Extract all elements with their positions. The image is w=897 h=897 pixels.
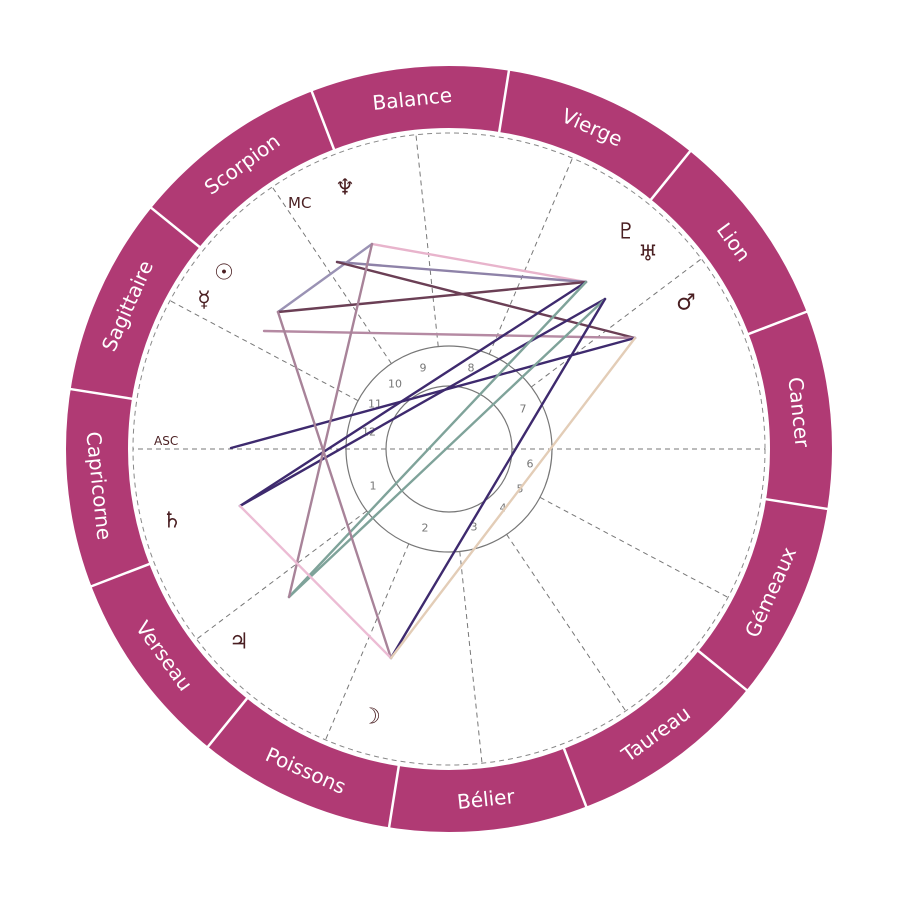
house-cusp-4 xyxy=(415,134,439,347)
sign-divider xyxy=(69,387,134,401)
aspect-line xyxy=(229,336,637,450)
house-cusp-8 xyxy=(539,496,729,598)
moon-icon: ☽ xyxy=(361,705,381,730)
sign-divider xyxy=(310,90,336,151)
aspect-line xyxy=(287,280,588,599)
sign-divider xyxy=(764,497,829,511)
sign-divider xyxy=(206,696,249,749)
asc-label: ASC xyxy=(154,434,178,448)
house-cusp-3 xyxy=(271,186,392,364)
zodiac-ring: BalanceViergeLionCancerGémeauxTaureauBél… xyxy=(66,66,832,832)
pluto-alt-icon: ♇ xyxy=(616,220,636,245)
aspect-line xyxy=(335,260,637,340)
house-inner-circle xyxy=(385,385,513,513)
aspect-lines xyxy=(229,242,637,660)
aspect-line xyxy=(238,280,588,508)
mars-icon: ♂ xyxy=(676,291,696,316)
aspect-line xyxy=(389,336,637,660)
neptune-icon: ♆ xyxy=(335,176,355,201)
house-cusp-2 xyxy=(169,300,359,402)
angle-labels: ASC MC xyxy=(154,194,311,448)
sign-divider xyxy=(90,562,151,588)
aspect-line xyxy=(389,297,607,660)
aspect-line xyxy=(238,297,607,508)
house-cusp-12 xyxy=(196,510,368,640)
house-number-6: 6 xyxy=(527,458,534,471)
sign-divider xyxy=(562,747,588,808)
house-number-7: 7 xyxy=(520,403,527,416)
house-cusp-9 xyxy=(506,534,627,712)
sign-divider xyxy=(649,149,692,202)
sign-divider xyxy=(149,206,202,249)
jupiter-icon: ♃ xyxy=(229,630,249,655)
uranus-icon: ♅ xyxy=(638,242,658,267)
house-cusp-10 xyxy=(459,551,483,764)
aspect-line xyxy=(238,504,393,660)
aspect-line xyxy=(335,260,588,284)
planet-glyphs: ☉☿ ♆ ♇♅ ♂ ♄ ♃ ☽ xyxy=(162,176,696,730)
house-number-2: 2 xyxy=(422,522,429,535)
sign-divider xyxy=(747,310,808,336)
sun-icon: ☉ xyxy=(214,261,234,286)
aspect-line xyxy=(276,310,393,660)
house-outer-circle xyxy=(345,345,553,553)
aspect-line xyxy=(287,242,374,599)
mc-label: MC xyxy=(288,194,311,212)
house-number-9: 9 xyxy=(420,362,427,375)
aspect-line xyxy=(262,329,637,340)
house-cusp-6 xyxy=(530,258,702,388)
aspect-line xyxy=(287,297,607,599)
house-number-3: 3 xyxy=(471,521,478,534)
aspect-line xyxy=(276,280,588,314)
mercury-icon: ☿ xyxy=(197,288,211,313)
sign-divider xyxy=(696,649,749,692)
sign-divider xyxy=(387,764,401,829)
house-number-4: 4 xyxy=(500,502,507,515)
house-number-1: 1 xyxy=(370,480,377,493)
saturn-icon: ♄ xyxy=(162,509,182,534)
aspect-line xyxy=(276,242,374,314)
sign-divider xyxy=(497,69,511,134)
aspect-line xyxy=(370,242,588,284)
house-cusp-lines xyxy=(133,134,765,764)
house-number-10: 10 xyxy=(388,378,402,391)
house-number-8: 8 xyxy=(468,362,475,375)
